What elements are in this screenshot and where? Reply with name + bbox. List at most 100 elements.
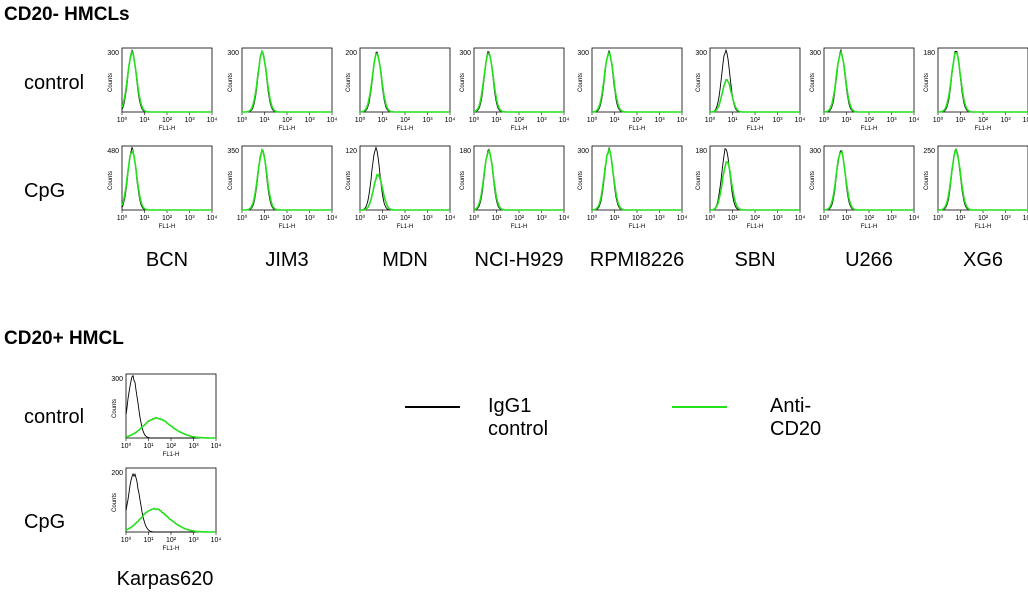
plot-frame bbox=[591, 47, 683, 113]
x-tick-label: 10² bbox=[162, 215, 173, 222]
y-axis-label: Counts bbox=[346, 171, 352, 190]
histogram-karpas620-control: 300 Counts 10⁰ 10¹ 10² 10³ 10⁴ FL1-H bbox=[104, 372, 224, 458]
anti-cd20-series bbox=[121, 148, 212, 211]
y-axis-label: Counts bbox=[810, 73, 816, 92]
x-tick-label: 10³ bbox=[184, 215, 195, 222]
igg-series bbox=[473, 148, 564, 211]
histogram-nci-h929-cpg: 180 Counts 10⁰ 10¹ 10² 10³ 10⁴ FL1-H bbox=[452, 144, 572, 230]
histogram-u266-control: 300 Counts 10⁰ 10¹ 10² 10³ 10⁴ FL1-H bbox=[802, 46, 922, 132]
y-max-label: 180 bbox=[459, 148, 471, 155]
x-tick-label: 10¹ bbox=[139, 117, 150, 124]
y-axis-label: Counts bbox=[228, 73, 234, 92]
x-tick-label: 10² bbox=[400, 215, 411, 222]
histogram-u266-cpg-svg: 300 Counts 10⁰ 10¹ 10² 10³ 10⁴ FL1-H bbox=[809, 145, 920, 230]
anti-cd20-series bbox=[360, 172, 450, 211]
y-max-label: 350 bbox=[227, 148, 239, 155]
x-tick-label: 10² bbox=[864, 215, 875, 222]
x-tick-label: 10⁴ bbox=[795, 215, 806, 222]
x-axis-label: FL1-H bbox=[159, 126, 176, 132]
x-tick-label: 10⁰ bbox=[469, 116, 480, 124]
x-tick-label: 10² bbox=[750, 117, 761, 124]
x-axis-label: FL1-H bbox=[975, 126, 992, 132]
x-tick-label: 10⁴ bbox=[909, 215, 920, 222]
igg-series bbox=[709, 48, 800, 113]
anti-cd20-series bbox=[592, 147, 682, 211]
anti-cd20-series bbox=[709, 161, 800, 211]
igg-series bbox=[242, 148, 332, 211]
x-tick-label: 10⁰ bbox=[819, 116, 830, 124]
y-max-label: 200 bbox=[345, 50, 357, 57]
plot-frame bbox=[125, 373, 217, 439]
histogram-mdn-cpg: 120 Counts 10⁰ 10¹ 10² 10³ 10⁴ FL1-H bbox=[338, 144, 458, 230]
cell-line-label: SBN bbox=[734, 249, 776, 271]
x-tick-label: 10² bbox=[978, 215, 989, 222]
x-axis-label: FL1-H bbox=[511, 224, 528, 230]
x-tick-label: 10⁴ bbox=[909, 117, 920, 124]
histogram-nci-h929-control-svg: 300 Counts 10⁰ 10¹ 10² 10³ 10⁴ FL1-H bbox=[459, 47, 570, 132]
x-tick-label: 10⁴ bbox=[207, 117, 218, 124]
x-tick-label: 10⁴ bbox=[327, 117, 338, 124]
x-tick-label: 10⁰ bbox=[355, 116, 366, 124]
histogram-rpmi8226-cpg: 300 Counts 10⁰ 10¹ 10² 10³ 10⁴ FL1-H bbox=[570, 144, 690, 230]
anti-cd20-series bbox=[242, 49, 332, 113]
x-tick-label: 10³ bbox=[536, 215, 547, 222]
histogram-karpas620-control-svg: 300 Counts 10⁰ 10¹ 10² 10³ 10⁴ FL1-H bbox=[111, 373, 221, 458]
igg-series bbox=[359, 146, 450, 211]
x-tick-label: 10¹ bbox=[727, 215, 738, 222]
cd20-neg-title: CD20- HMCLs bbox=[4, 4, 130, 25]
y-max-label: 300 bbox=[577, 50, 589, 57]
plot-frame bbox=[125, 467, 217, 533]
cell-line-label: RPMI8226 bbox=[589, 249, 685, 271]
x-tick-label: 10¹ bbox=[955, 117, 966, 124]
y-max-label: 300 bbox=[107, 50, 119, 57]
x-tick-label: 10¹ bbox=[491, 215, 502, 222]
igg-series bbox=[125, 472, 216, 533]
histogram-u266-control-svg: 300 Counts 10⁰ 10¹ 10² 10³ 10⁴ FL1-H bbox=[809, 47, 920, 132]
histogram-bcn-control: 300 Counts 10⁰ 10¹ 10² 10³ 10⁴ FL1-H bbox=[100, 46, 220, 132]
x-tick-label: 10³ bbox=[188, 443, 199, 450]
igg-series bbox=[121, 49, 212, 113]
x-tick-label: 10⁰ bbox=[117, 214, 128, 222]
x-tick-label: 10¹ bbox=[955, 215, 966, 222]
x-axis-label: FL1-H bbox=[975, 224, 992, 230]
y-axis-label: Counts bbox=[108, 73, 114, 92]
anti-cd20-series bbox=[125, 507, 216, 533]
x-axis-label: FL1-H bbox=[279, 126, 296, 132]
x-tick-label: 10³ bbox=[536, 117, 547, 124]
x-axis-label: FL1-H bbox=[747, 126, 764, 132]
y-max-label: 300 bbox=[809, 50, 821, 57]
x-tick-label: 10⁰ bbox=[237, 116, 248, 124]
histogram-mdn-cpg-svg: 120 Counts 10⁰ 10¹ 10² 10³ 10⁴ FL1-H bbox=[345, 145, 455, 230]
x-tick-label: 10³ bbox=[886, 215, 897, 222]
x-tick-label: 10¹ bbox=[143, 443, 154, 450]
x-axis-label: FL1-H bbox=[861, 126, 878, 132]
legend-igg-label: IgG1 control bbox=[488, 395, 549, 440]
x-tick-label: 10² bbox=[282, 215, 293, 222]
x-tick-label: 10⁰ bbox=[933, 116, 944, 124]
x-tick-label: 10⁴ bbox=[559, 117, 570, 124]
igg-series bbox=[824, 48, 914, 113]
histogram-sbn-cpg: 180 Counts 10⁰ 10¹ 10² 10³ 10⁴ FL1-H bbox=[688, 144, 808, 230]
y-axis-label: Counts bbox=[696, 171, 702, 190]
x-tick-label: 10⁴ bbox=[677, 117, 688, 124]
y-max-label: 120 bbox=[345, 148, 357, 155]
x-tick-label: 10³ bbox=[1000, 215, 1011, 222]
cell-line-label: NCI-H929 bbox=[474, 249, 564, 271]
histogram-rpmi8226-control: 300 Counts 10⁰ 10¹ 10² 10³ 10⁴ FL1-H bbox=[570, 46, 690, 132]
igg-series bbox=[592, 49, 682, 113]
y-max-label: 480 bbox=[107, 148, 119, 155]
histogram-sbn-cpg-svg: 180 Counts 10⁰ 10¹ 10² 10³ 10⁴ FL1-H bbox=[695, 145, 806, 230]
igg-series bbox=[360, 51, 450, 113]
plot-frame bbox=[823, 47, 915, 113]
plot-frame bbox=[591, 145, 683, 211]
x-tick-label: 10² bbox=[282, 117, 293, 124]
histogram-sbn-control-svg: 300 Counts 10⁰ 10¹ 10² 10³ 10⁴ FL1-H bbox=[695, 47, 805, 132]
y-axis-label: Counts bbox=[460, 73, 466, 92]
igg-series bbox=[121, 146, 212, 211]
legend-anti-line bbox=[672, 406, 727, 408]
x-tick-label: 10³ bbox=[304, 215, 315, 222]
histogram-sbn-control: 300 Counts 10⁰ 10¹ 10² 10³ 10⁴ FL1-H bbox=[688, 46, 808, 132]
x-axis-label: FL1-H bbox=[279, 224, 296, 230]
histogram-rpmi8226-cpg-svg: 300 Counts 10⁰ 10¹ 10² 10³ 10⁴ FL1-H bbox=[577, 145, 687, 230]
x-tick-label: 10⁴ bbox=[207, 215, 218, 222]
